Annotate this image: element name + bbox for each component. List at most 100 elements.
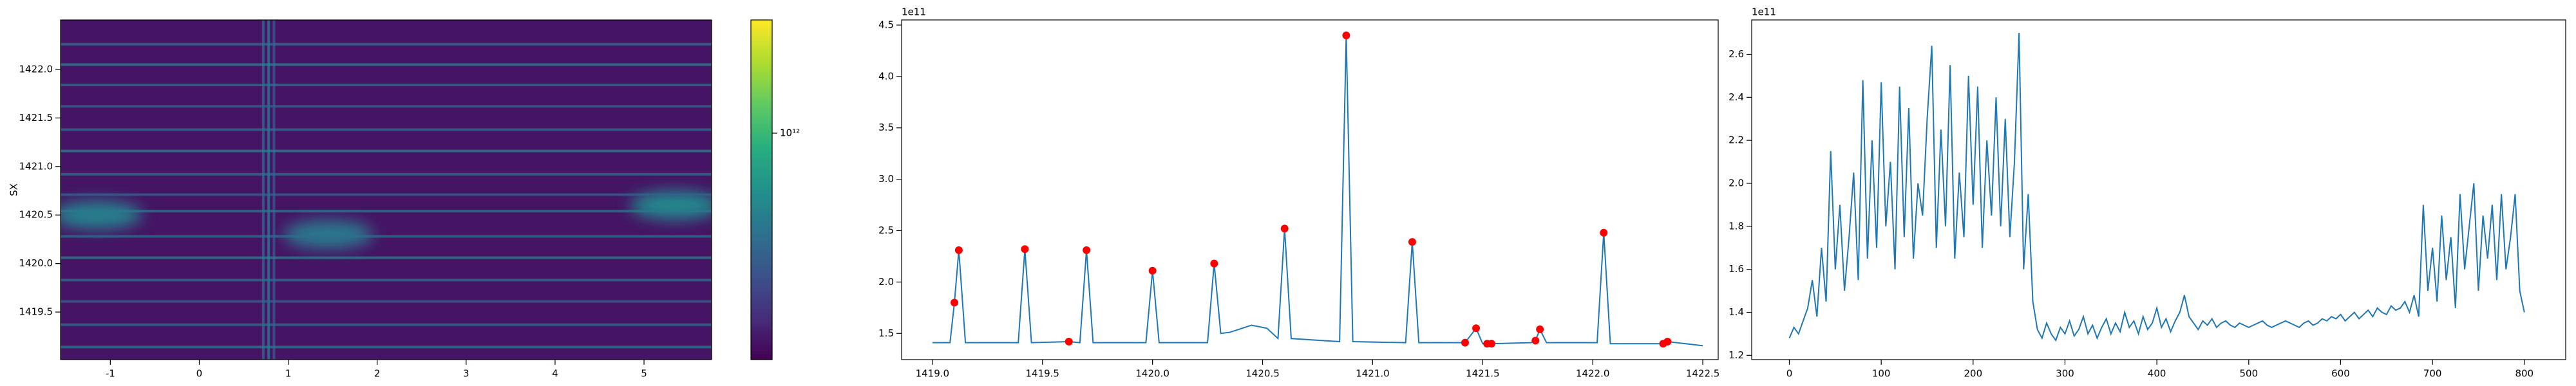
colorbar-gradient	[751, 136, 772, 140]
colorbar-gradient	[751, 294, 772, 298]
peak-marker	[954, 246, 963, 254]
y-tick-label: 1.6	[1728, 263, 1744, 275]
colorbar-gradient	[751, 28, 772, 32]
x-tick-label: 1	[285, 368, 292, 380]
plot-area	[932, 31, 1703, 348]
colorbar-gradient	[751, 204, 772, 207]
colorbar-gradient	[751, 53, 772, 57]
colorbar-gradient	[751, 356, 772, 360]
colorbar-gradient	[751, 306, 772, 309]
colorbar-gradient	[751, 336, 772, 340]
colorbar-gradient	[751, 51, 772, 55]
colorbar-gradient	[751, 351, 772, 354]
colorbar-gradient	[751, 223, 772, 227]
y-tick-label: 4.5	[878, 19, 894, 30]
colorbar-gradient	[751, 79, 772, 83]
y-tick-label: 1422.0	[19, 63, 53, 75]
colorbar-gradient	[751, 218, 772, 221]
colorbar-gradient	[751, 221, 772, 225]
colorbar-gradient	[751, 147, 772, 151]
colorbar-gradient	[751, 161, 772, 165]
colorbar-gradient	[751, 286, 772, 290]
colorbar-gradient	[751, 31, 772, 35]
colorbar-gradient	[751, 167, 772, 170]
y-tick-label: 1.8	[1728, 220, 1744, 232]
colorbar-gradient	[751, 172, 772, 176]
heatmap-row	[61, 235, 712, 238]
y-tick-label: 1.4	[1728, 306, 1744, 318]
heatmap-row	[61, 345, 712, 349]
colorbar-gradient	[751, 207, 772, 210]
plot-area	[61, 20, 712, 360]
peak-marker	[1083, 246, 1091, 254]
colorbar-gradient	[751, 289, 772, 292]
colorbar-gradient	[751, 77, 772, 80]
y-tick-label: 1.5	[878, 327, 894, 339]
colorbar-gradient	[751, 345, 772, 349]
x-tick-label: 1420.0	[1135, 368, 1170, 380]
x-tick-label: 1419.0	[916, 368, 950, 380]
colorbar-gradient	[751, 280, 772, 284]
colorbar-gradient	[751, 20, 772, 23]
x-tick-label: 2	[374, 368, 381, 380]
x-tick-label: 1422.5	[1686, 368, 1720, 380]
colorbar-gradient	[751, 320, 772, 324]
colorbar-gradient	[751, 342, 772, 346]
peak-marker	[1065, 338, 1073, 346]
colorbar-gradient	[751, 138, 772, 142]
colorbar-gradient	[751, 152, 772, 156]
colorbar-frame	[750, 19, 773, 360]
colorbar-gradient	[751, 48, 772, 51]
y-tick-label: 2.2	[1728, 134, 1744, 146]
y-tick-label: 2.6	[1728, 48, 1744, 60]
x-tick-label: 600	[2331, 368, 2350, 380]
heatmap-row	[61, 84, 712, 87]
colorbar-gradient	[751, 176, 772, 179]
y-tick-label: 1419.5	[19, 306, 53, 318]
colorbar-gradient	[751, 266, 772, 270]
colorbar-gradient	[751, 303, 772, 306]
y-tick-label: 1421.5	[19, 112, 53, 124]
peak-marker	[1461, 338, 1469, 347]
colorbar-gradient	[751, 99, 772, 103]
colorbar-gradient	[751, 59, 772, 63]
peak-marker	[1600, 228, 1608, 237]
colorbar-gradient	[751, 170, 772, 174]
colorbar-gradient	[751, 34, 772, 37]
colorbar-gradient	[751, 91, 772, 94]
colorbar-gradient	[751, 334, 772, 338]
x-tick-label: 1420.5	[1245, 368, 1280, 380]
colorbar-gradient	[751, 119, 772, 122]
x-tick-label: 100	[1872, 368, 1891, 380]
colorbar-gradient	[751, 110, 772, 114]
colorbar-gradient	[751, 201, 772, 205]
colorbar-gradient	[751, 340, 772, 344]
x-tick-label: 200	[1964, 368, 1982, 380]
colorbar-gradient	[751, 328, 772, 332]
colorbar-gradient	[751, 158, 772, 162]
colorbar-gradient	[751, 226, 772, 230]
colorbar-gradient	[751, 105, 772, 108]
colorbar-gradient	[751, 190, 772, 193]
y-tick-label: 1.2	[1728, 349, 1744, 361]
colorbar-gradient	[751, 229, 772, 233]
y-axis-label: SX	[8, 183, 20, 196]
colorbar-gradient	[751, 275, 772, 278]
colorbar-gradient	[751, 45, 772, 49]
colorbar-gradient	[751, 297, 772, 301]
colorbar-gradient	[751, 237, 772, 241]
colorbar-gradient	[751, 96, 772, 100]
data-line	[1788, 33, 2525, 342]
colorbar-gradient	[751, 249, 772, 253]
colorbar-gradient	[751, 68, 772, 71]
colorbar-gradient	[751, 257, 772, 261]
peak-marker	[1531, 336, 1540, 345]
x-tick-label: 0	[1786, 368, 1793, 380]
colorbar-gradient	[751, 269, 772, 273]
peak-marker	[1342, 31, 1350, 39]
heatmap-row	[61, 128, 712, 131]
colorbar-gradient	[751, 116, 772, 120]
colorbar-gradient	[751, 124, 772, 128]
x-tick-label: 700	[2423, 368, 2442, 380]
